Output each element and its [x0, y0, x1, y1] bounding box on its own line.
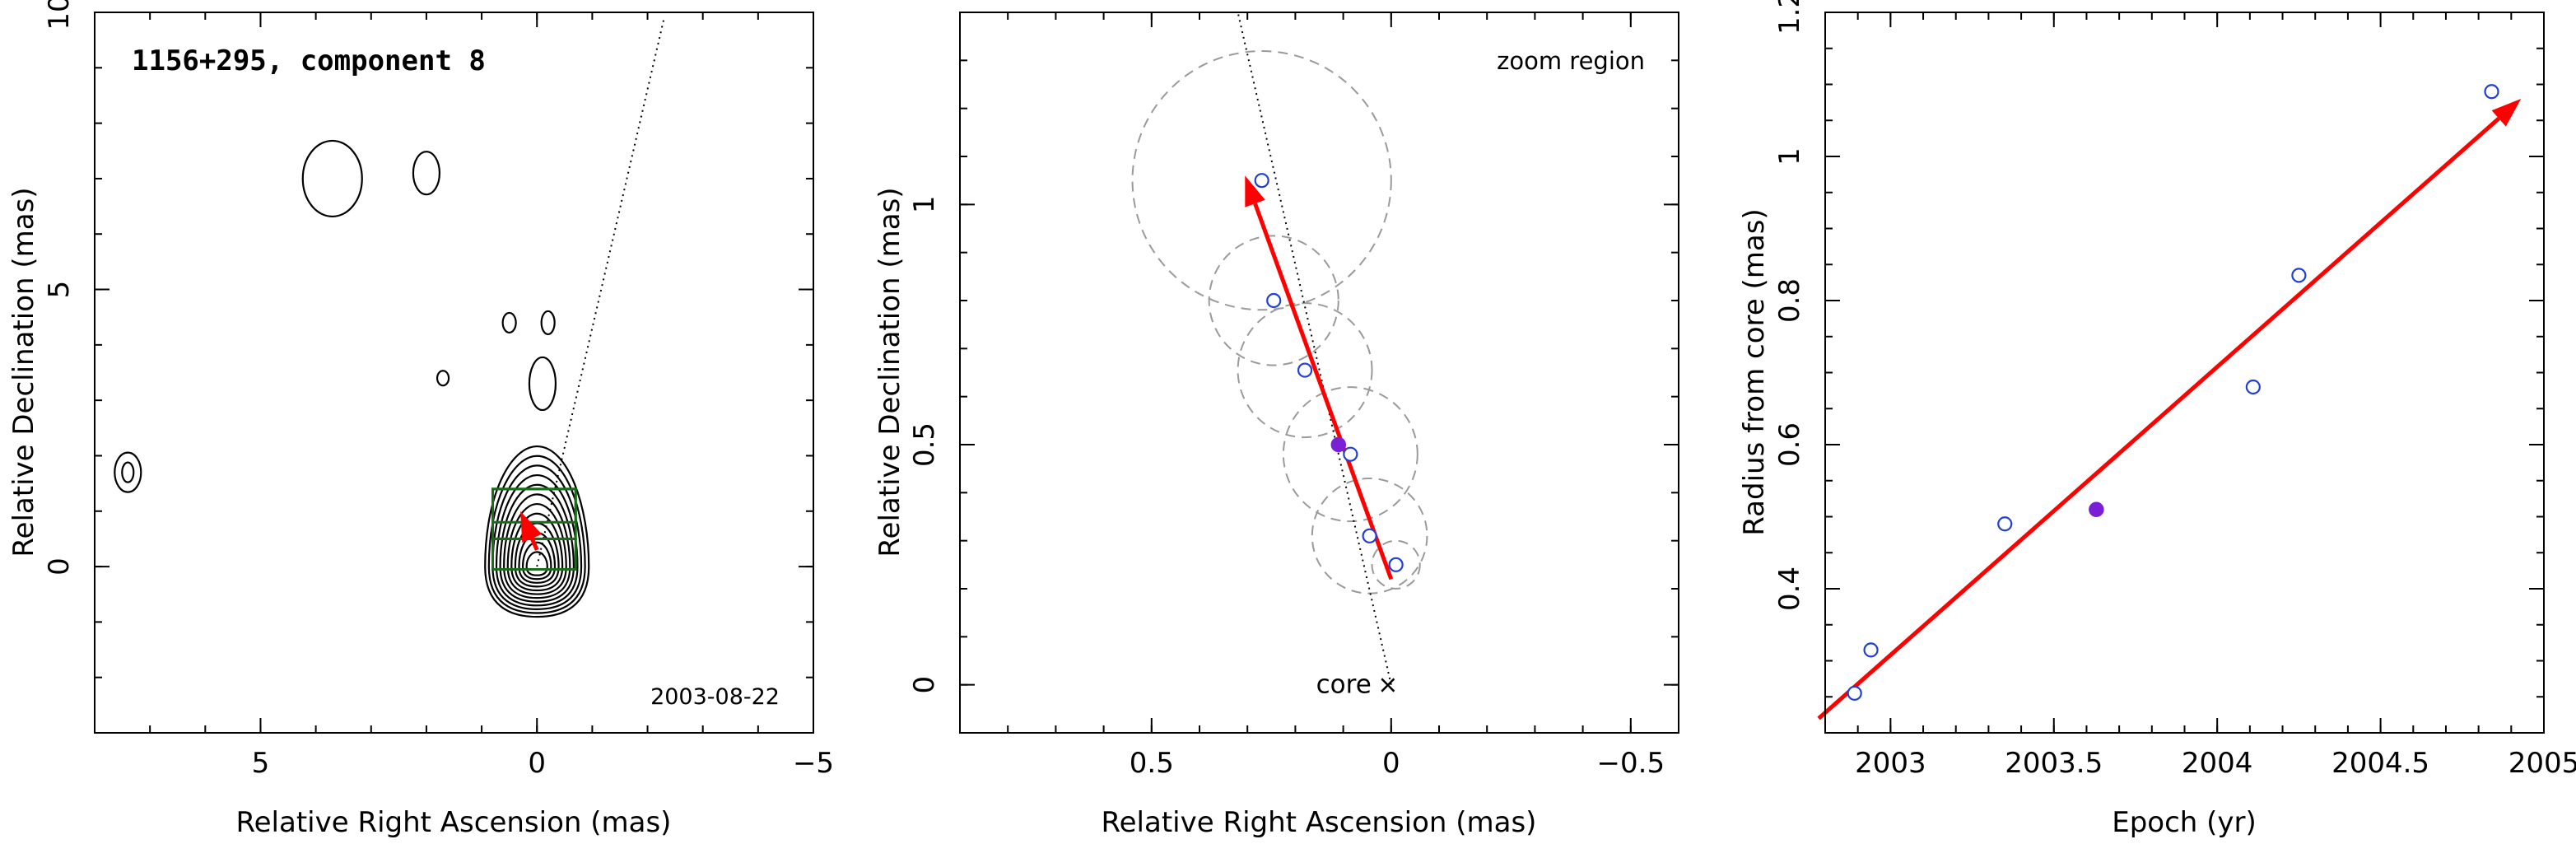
panel1-ytick-label: 10: [43, 0, 76, 30]
core-contour: [521, 541, 552, 581]
fit-arrow-shaft: [1817, 116, 2500, 720]
panel3-xtick-label: 2003: [1855, 747, 1926, 780]
position-point: [1297, 362, 1313, 378]
panel2-xtick-label: 0: [1382, 747, 1400, 780]
isolated-contour: [436, 370, 450, 387]
error-circle: [1237, 302, 1373, 439]
core-contour: [525, 551, 548, 576]
panel1-motion-arrow-head: [520, 511, 543, 543]
panel2-motion-arrow-head: [1245, 175, 1265, 208]
panel3-ytick-label: 1.2: [1773, 0, 1806, 35]
panel-zoom-region: core × 0.5 0 −0.5 0 0.5 1 zoom region Relative…: [873, 12, 1679, 839]
panel2-xtick-label: −0.5: [1597, 747, 1665, 780]
panel3-xlabel: Epoch (yr): [2112, 806, 2257, 839]
position-point: [1343, 446, 1358, 462]
radius-point: [2245, 379, 2261, 395]
panel1-ylabel: Relative Declination (mas): [7, 187, 40, 557]
panel2-frame: [959, 12, 1679, 734]
reference-epoch-point: [2089, 501, 2104, 517]
position-point: [1254, 173, 1269, 189]
panel1-xlabel: Relative Right Ascension (mas): [236, 806, 672, 839]
error-circle: [1371, 539, 1421, 590]
panel2-ytick-label: 0: [908, 676, 941, 694]
panel3-ytick-label: 1: [1773, 147, 1806, 166]
radius-point: [1863, 642, 1879, 658]
panel3-ytick-label: 0.8: [1773, 278, 1806, 323]
panel1-xtick-label: 5: [252, 747, 270, 780]
core-contour: [487, 455, 586, 614]
panel2-ytick-label: 0.5: [908, 422, 941, 467]
panel3-xtick-label: 2005: [2508, 747, 2576, 780]
panel3-ytick-label: 0.4: [1773, 567, 1806, 611]
isolated-contour: [114, 451, 142, 493]
isolated-contour: [412, 151, 441, 196]
panel1-xtick-label: 0: [528, 747, 546, 780]
error-circle: [1131, 50, 1392, 311]
position-point: [1362, 528, 1377, 543]
epoch-label: 2003-08-22: [650, 684, 780, 710]
panel3-xtick-label: 2003.5: [2005, 747, 2103, 780]
error-circle: [1208, 235, 1339, 366]
panel2-xlabel: Relative Right Ascension (mas): [1102, 806, 1537, 839]
isolated-contour: [501, 311, 517, 334]
isolated-contour: [540, 310, 556, 336]
error-circle: [1311, 477, 1428, 595]
panel1-ytick-label: 0: [43, 557, 76, 576]
panel2-motion-arrow-shaft: [1253, 203, 1394, 581]
radius-point: [1997, 516, 2013, 532]
panel-contour-map: 5 0 −5 0 5 10 1156+295, component 8 2003-08-2…: [7, 0, 834, 839]
panel2-ylabel: Relative Declination (mas): [873, 187, 906, 557]
reference-epoch-point: [1330, 436, 1347, 453]
panel2-xtick-label: 0.5: [1130, 747, 1174, 780]
radius-point: [2291, 268, 2307, 283]
fit-arrow-head: [2491, 99, 2522, 127]
core-contour: [491, 464, 583, 611]
panel3-xtick-label: 2004.5: [2331, 747, 2429, 780]
radius-point: [2484, 84, 2499, 100]
radius-point: [1847, 685, 1862, 701]
isolated-contour: [301, 139, 363, 218]
position-point: [1388, 557, 1404, 572]
error-circle: [1282, 386, 1418, 523]
panel1-xtick-label: −5: [793, 747, 834, 780]
core-label: core: [1316, 670, 1372, 700]
panel-radius-vs-epoch: 2003 2003.5 2004 2004.5 2005 0.4 0.6 0.8 1 1.2 Ep…: [1738, 0, 2576, 839]
isolated-contour: [528, 356, 557, 412]
panel1-ytick-label: 5: [43, 281, 76, 299]
core-marker-icon: ×: [1377, 671, 1398, 700]
zoom-region-label: zoom region: [1497, 47, 1645, 75]
panel2-ytick-label: 1: [908, 196, 941, 214]
panel3-frame: [1824, 12, 2545, 734]
isolated-contour-inner: [121, 461, 135, 483]
core-contour: [499, 483, 575, 603]
panel1-frame: [94, 12, 814, 734]
source-label: 1156+295, component 8: [132, 44, 486, 77]
panel3-ytick-label: 0.6: [1773, 422, 1806, 467]
core-contour: [484, 445, 590, 618]
position-point: [1266, 292, 1282, 309]
panel1-motion-arrow-shaft: [529, 537, 539, 551]
panel3-xtick-label: 2004: [2182, 747, 2253, 780]
core-contour: [503, 493, 571, 599]
panel3-ylabel: Radius from core (mas): [1738, 208, 1771, 535]
